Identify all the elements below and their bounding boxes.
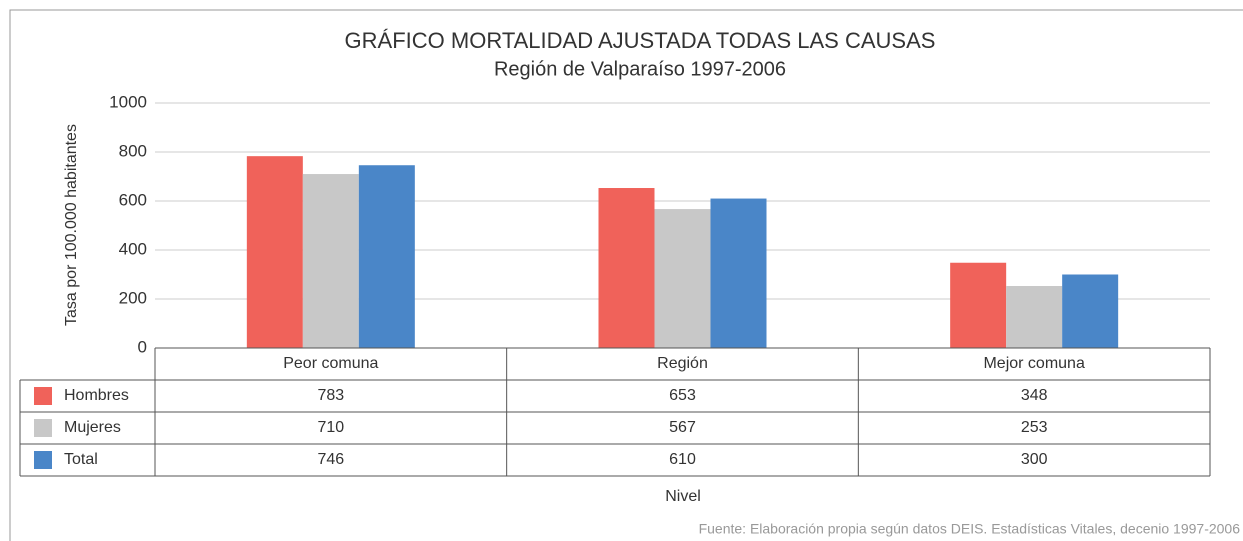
bar — [598, 188, 655, 348]
y-tick-label: 0 — [138, 337, 147, 356]
x-tick-label: Peor comuna — [283, 355, 378, 372]
table-value: 710 — [317, 419, 344, 436]
table-value: 610 — [669, 451, 696, 468]
table-value: 567 — [669, 419, 696, 436]
chart-subtitle: Región de Valparaíso 1997-2006 — [494, 58, 786, 80]
bar — [1062, 274, 1119, 348]
table-value: 300 — [1021, 451, 1048, 468]
legend-swatch — [34, 451, 52, 469]
frame — [9, 9, 1243, 541]
table-value: 653 — [669, 387, 696, 404]
bar — [950, 262, 1007, 348]
bar — [654, 209, 711, 348]
y-tick-label: 200 — [119, 288, 147, 307]
table-value: 746 — [317, 451, 344, 468]
table-value: 348 — [1021, 387, 1048, 404]
bar — [246, 156, 303, 348]
y-tick-label: 1000 — [109, 92, 147, 111]
bar — [1006, 286, 1063, 348]
y-axis-label: Tasa por 100.000 habitantes — [63, 124, 80, 326]
x-tick-label: Mejor comuna — [983, 355, 1084, 372]
x-tick-label: Región — [657, 355, 708, 372]
y-tick-label: 600 — [119, 190, 147, 209]
table-value: 253 — [1021, 419, 1048, 436]
legend-label: Hombres — [64, 387, 129, 404]
legend-label: Total — [64, 451, 98, 468]
bar — [710, 198, 767, 348]
bar — [358, 165, 415, 348]
y-tick-label: 800 — [119, 141, 147, 160]
legend-swatch — [34, 387, 52, 405]
legend-label: Mujeres — [64, 419, 121, 436]
source: Fuente: Elaboración propia según datos D… — [699, 521, 1241, 537]
bar — [302, 174, 359, 348]
x-axis-label: Nivel — [665, 488, 701, 505]
y-tick-label: 400 — [119, 239, 147, 258]
chart-title: GRÁFICO MORTALIDAD AJUSTADA TODAS LAS CA… — [345, 28, 936, 53]
legend-swatch — [34, 419, 52, 437]
table-value: 783 — [317, 387, 344, 404]
